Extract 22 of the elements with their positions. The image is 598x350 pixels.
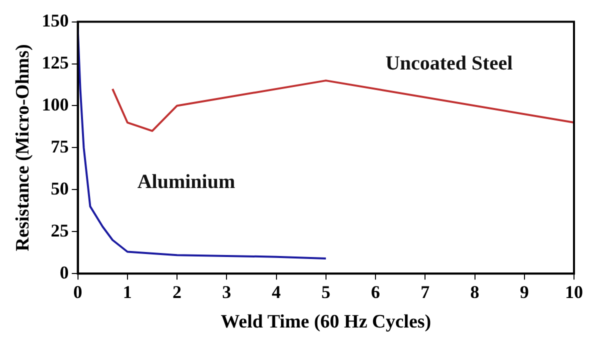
x-tick-label: 10 — [565, 282, 583, 302]
y-tick-label: 50 — [50, 178, 69, 198]
x-tick-label: 7 — [420, 282, 430, 302]
series-label: Uncoated Steel — [385, 52, 514, 75]
y-tick-label: 150 — [42, 10, 69, 30]
x-axis-title: Weld Time (60 Hz Cycles) — [220, 312, 432, 333]
x-tick-label: 9 — [520, 282, 529, 302]
y-tick-label: 125 — [42, 52, 69, 72]
x-tick-label: 1 — [122, 282, 132, 302]
x-tick-label: 0 — [73, 282, 82, 302]
x-tick-label: 5 — [321, 282, 330, 302]
y-tick-label: 75 — [50, 136, 69, 156]
y-tick-label: 100 — [42, 94, 69, 114]
x-tick-label: 2 — [172, 282, 182, 302]
y-axis-title: Resistance (Micro-Ohms) — [12, 44, 34, 252]
x-tick-label: 6 — [371, 282, 380, 302]
x-tick-label: 3 — [222, 282, 232, 302]
x-tick-label: 4 — [272, 282, 281, 302]
y-tick-label: 0 — [60, 262, 69, 282]
x-tick-label: 8 — [470, 282, 480, 302]
y-tick-label: 25 — [50, 220, 69, 240]
text: Aluminium — [137, 170, 236, 193]
